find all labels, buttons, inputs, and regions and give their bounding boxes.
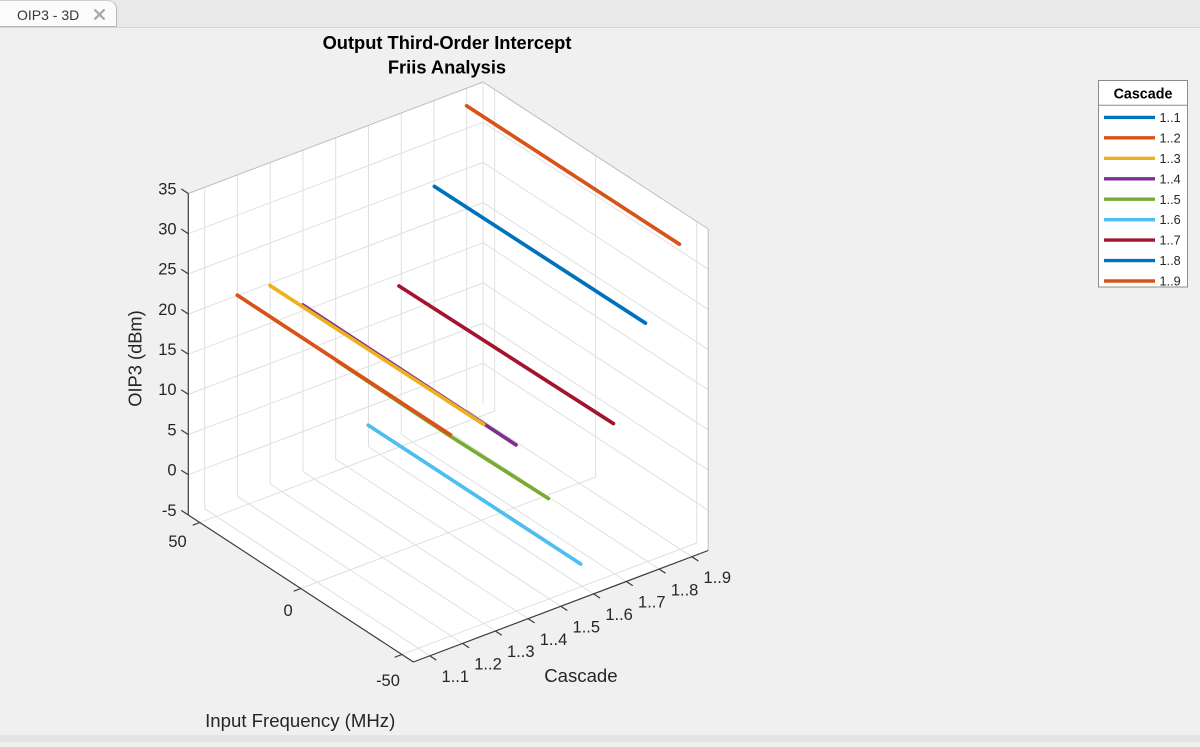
svg-text:0: 0 <box>167 462 176 480</box>
svg-text:1..7: 1..7 <box>1160 234 1181 248</box>
svg-text:1..4: 1..4 <box>1160 172 1181 186</box>
svg-text:Friis Analysis: Friis Analysis <box>388 56 506 77</box>
svg-text:1..9: 1..9 <box>1160 275 1181 289</box>
svg-text:50: 50 <box>168 533 186 551</box>
svg-text:1..9: 1..9 <box>704 569 732 587</box>
svg-text:1..5: 1..5 <box>1160 193 1181 207</box>
svg-text:1..6: 1..6 <box>1160 213 1181 227</box>
svg-text:-50: -50 <box>376 672 400 690</box>
svg-text:20: 20 <box>158 301 176 319</box>
svg-text:0: 0 <box>284 602 293 620</box>
svg-text:1..8: 1..8 <box>1160 254 1181 268</box>
svg-text:Cascade: Cascade <box>1114 87 1173 103</box>
svg-text:1..3: 1..3 <box>1160 152 1181 166</box>
svg-text:5: 5 <box>167 421 176 439</box>
svg-text:Cascade: Cascade <box>544 665 617 686</box>
svg-text:1..1: 1..1 <box>1160 111 1181 125</box>
svg-text:1..2: 1..2 <box>474 656 502 674</box>
svg-text:30: 30 <box>158 221 176 239</box>
svg-text:Output Third-Order Intercept: Output Third-Order Intercept <box>323 32 572 53</box>
svg-text:1..6: 1..6 <box>605 606 633 624</box>
svg-text:OIP3 (dBm): OIP3 (dBm) <box>124 310 145 407</box>
svg-text:1..3: 1..3 <box>507 643 535 661</box>
svg-text:35: 35 <box>158 180 176 198</box>
svg-text:1..7: 1..7 <box>638 594 666 612</box>
svg-text:15: 15 <box>158 341 176 359</box>
svg-text:25: 25 <box>158 261 176 279</box>
svg-text:-5: -5 <box>162 502 177 520</box>
svg-text:10: 10 <box>158 381 176 399</box>
svg-text:1..5: 1..5 <box>573 619 601 637</box>
svg-text:1..4: 1..4 <box>540 631 568 649</box>
svg-text:Input Frequency (MHz): Input Frequency (MHz) <box>205 710 395 731</box>
svg-text:1..1: 1..1 <box>442 668 470 686</box>
svg-text:1..2: 1..2 <box>1160 131 1181 145</box>
svg-text:1..8: 1..8 <box>671 581 699 599</box>
